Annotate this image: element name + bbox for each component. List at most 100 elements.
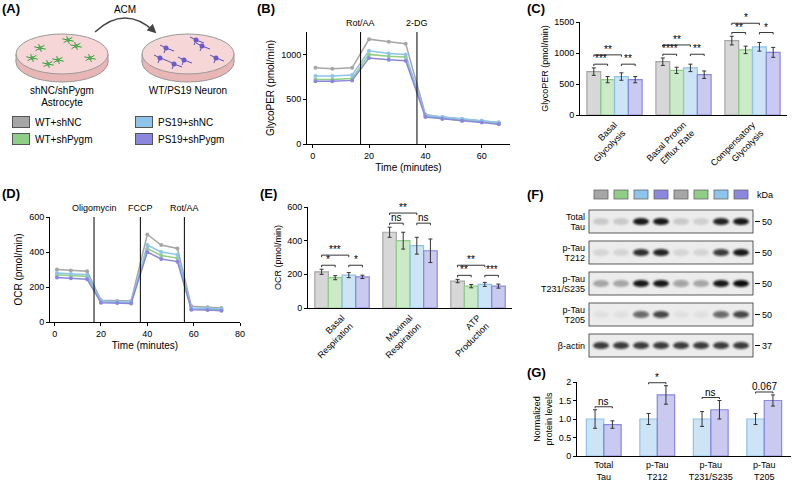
svg-text:50: 50 <box>762 248 772 258</box>
html-text:WT+shNC: WT+shNC <box>35 116 82 128</box>
svg-text:400: 400 <box>29 247 44 257</box>
svg-text:50: 50 <box>762 310 772 320</box>
svg-text:Rot/AA: Rot/AA <box>346 18 375 28</box>
svg-text:WT/PS19 Neuron: WT/PS19 Neuron <box>149 85 227 96</box>
svg-text:0: 0 <box>39 317 44 327</box>
svg-text:Oligomycin: Oligomycin <box>72 203 117 213</box>
html-text:(D): (D) <box>2 186 20 201</box>
svg-text:p-TauT231/S235: p-TauT231/S235 <box>689 460 733 482</box>
svg-text:ns: ns <box>598 396 609 407</box>
svg-text:1000: 1000 <box>281 50 301 60</box>
svg-text:500: 500 <box>286 94 301 104</box>
svg-text:Total: Total <box>566 212 585 222</box>
svg-text:OCR (pmol/min): OCR (pmol/min) <box>13 233 24 305</box>
svg-text:60: 60 <box>477 151 487 161</box>
svg-text:ATPProduction: ATPProduction <box>445 313 491 359</box>
svg-text:600: 600 <box>287 202 302 212</box>
svg-text:BasalRespiration: BasalRespiration <box>307 313 355 361</box>
svg-text:0: 0 <box>52 329 57 339</box>
svg-text:Rot/AA: Rot/AA <box>170 203 199 213</box>
svg-text:p-Tau: p-Tau <box>562 305 585 315</box>
svg-text:p-TauT205: p-TauT205 <box>753 460 776 482</box>
svg-text:1500: 1500 <box>554 17 574 27</box>
svg-text:80: 80 <box>235 329 245 339</box>
svg-text:**: ** <box>735 22 743 33</box>
svg-text:0: 0 <box>296 139 301 149</box>
html-text:(A): (A) <box>2 1 20 16</box>
svg-text:20: 20 <box>364 151 374 161</box>
svg-text:2-DG: 2-DG <box>406 18 428 28</box>
svg-text:p-TauT212: p-TauT212 <box>646 460 669 482</box>
html-text:(B): (B) <box>257 1 275 16</box>
svg-text:*: * <box>764 22 768 33</box>
svg-text:OCR (pmol/min): OCR (pmol/min) <box>273 225 283 290</box>
svg-text:200: 200 <box>29 282 44 292</box>
svg-text:*: * <box>655 372 659 383</box>
svg-text:GlycoPER (pmol/min): GlycoPER (pmol/min) <box>265 40 276 136</box>
svg-text:37: 37 <box>762 341 772 351</box>
svg-text:0: 0 <box>566 451 571 461</box>
svg-text:Tau: Tau <box>570 222 585 232</box>
svg-text:TotalTau: TotalTau <box>594 460 613 482</box>
svg-text:400: 400 <box>287 236 302 246</box>
svg-text:kDa: kDa <box>757 190 773 200</box>
svg-text:shNC/shPygm: shNC/shPygm <box>30 85 94 96</box>
svg-text:Normalizedprotein levels: Normalizedprotein levels <box>532 392 554 446</box>
svg-text:Time (minutes): Time (minutes) <box>375 162 441 173</box>
svg-text:p-Tau: p-Tau <box>562 274 585 284</box>
svg-text:20: 20 <box>96 329 106 339</box>
svg-text:0.5: 0.5 <box>559 433 572 443</box>
svg-text:200: 200 <box>287 269 302 279</box>
svg-text:0.067: 0.067 <box>752 381 777 392</box>
svg-text:ns: ns <box>418 212 429 223</box>
html-text:(G): (G) <box>527 365 546 380</box>
svg-text:p-Tau: p-Tau <box>562 243 585 253</box>
svg-text:BasalGlycolysis: BasalGlycolysis <box>583 119 627 163</box>
svg-text:β-actin: β-actin <box>558 341 585 351</box>
svg-text:**: ** <box>467 254 475 265</box>
svg-text:1000: 1000 <box>554 48 574 58</box>
svg-text:T212: T212 <box>564 253 585 263</box>
svg-text:Astrocyte: Astrocyte <box>41 97 83 108</box>
svg-text:**: ** <box>604 44 612 55</box>
svg-text:MaximalRespiration: MaximalRespiration <box>375 313 423 361</box>
svg-text:0: 0 <box>297 303 302 313</box>
svg-text:40: 40 <box>142 329 152 339</box>
svg-text:ns: ns <box>705 387 716 398</box>
svg-text:*: * <box>354 254 358 265</box>
svg-text:***: *** <box>595 53 607 64</box>
svg-text:50: 50 <box>762 279 772 289</box>
html-text:(F): (F) <box>527 187 544 202</box>
svg-text:***: *** <box>329 244 341 255</box>
svg-text:ACM: ACM <box>114 4 136 15</box>
svg-text:**: ** <box>399 202 407 213</box>
svg-text:CompensatoryGlycolysis: CompensatoryGlycolysis <box>709 119 766 176</box>
svg-text:ns: ns <box>391 212 402 223</box>
svg-text:T231/S235: T231/S235 <box>541 284 585 294</box>
svg-text:***: *** <box>486 264 498 275</box>
svg-text:1.0: 1.0 <box>559 414 572 424</box>
svg-text:**: ** <box>673 34 681 45</box>
svg-text:600: 600 <box>29 212 44 222</box>
svg-text:0: 0 <box>569 110 574 120</box>
svg-text:****: **** <box>662 43 678 54</box>
svg-text:Time (minutes): Time (minutes) <box>112 340 178 351</box>
svg-text:2: 2 <box>566 377 571 387</box>
svg-text:0: 0 <box>310 151 315 161</box>
svg-text:*: * <box>326 254 330 265</box>
svg-text:1.5: 1.5 <box>559 396 572 406</box>
svg-text:50: 50 <box>762 217 772 227</box>
svg-text:*: * <box>744 12 748 23</box>
svg-text:**: ** <box>624 53 632 64</box>
svg-text:Basal ProtonEfflux Rate: Basal ProtonEfflux Rate <box>645 120 697 172</box>
svg-text:GlycoPER (pmol/min): GlycoPER (pmol/min) <box>540 25 550 112</box>
svg-text:60: 60 <box>189 329 199 339</box>
svg-text:FCCP: FCCP <box>128 203 153 213</box>
svg-text:T205: T205 <box>564 315 585 325</box>
svg-text:**: ** <box>460 264 468 275</box>
svg-text:**: ** <box>693 43 701 54</box>
html-text:(E): (E) <box>260 186 278 201</box>
html-text:(C): (C) <box>527 1 545 16</box>
svg-text:40: 40 <box>420 151 430 161</box>
svg-text:500: 500 <box>559 79 574 89</box>
